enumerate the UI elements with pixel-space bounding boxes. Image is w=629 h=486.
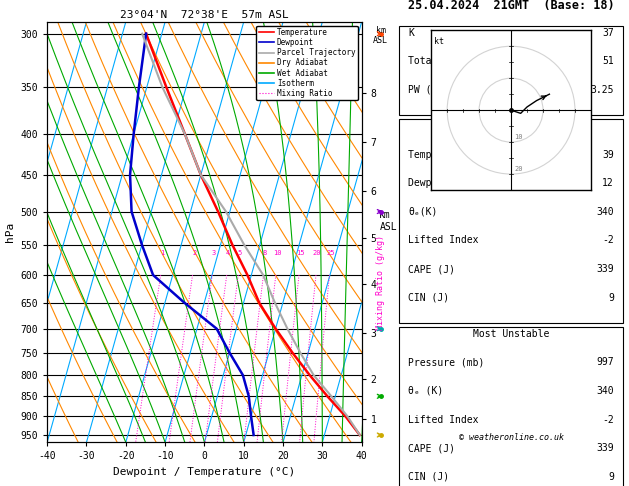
Text: 3.25: 3.25 bbox=[590, 85, 614, 95]
Text: θₑ(K): θₑ(K) bbox=[408, 207, 438, 217]
Text: 340: 340 bbox=[596, 207, 614, 217]
Text: 10: 10 bbox=[515, 134, 523, 140]
Text: Temp (°C): Temp (°C) bbox=[408, 150, 461, 160]
Text: CIN (J): CIN (J) bbox=[408, 293, 450, 303]
Text: Surface: Surface bbox=[491, 121, 532, 131]
Text: 39: 39 bbox=[602, 150, 614, 160]
Text: K: K bbox=[408, 28, 415, 38]
Text: Lifted Index: Lifted Index bbox=[408, 415, 479, 424]
Text: 20: 20 bbox=[515, 166, 523, 172]
Text: 3: 3 bbox=[212, 250, 216, 256]
Text: 15: 15 bbox=[296, 250, 304, 256]
Y-axis label: km
ASL: km ASL bbox=[379, 210, 397, 232]
Text: Mixing Ratio (g/kg): Mixing Ratio (g/kg) bbox=[376, 235, 385, 330]
Text: 25.04.2024  21GMT  (Base: 18): 25.04.2024 21GMT (Base: 18) bbox=[408, 0, 615, 12]
Text: 25: 25 bbox=[326, 250, 335, 256]
Text: Totals Totals: Totals Totals bbox=[408, 56, 485, 67]
Text: 37: 37 bbox=[602, 28, 614, 38]
Text: 12: 12 bbox=[602, 178, 614, 188]
Text: 9: 9 bbox=[608, 472, 614, 482]
Title: 23°04'N  72°38'E  57m ASL: 23°04'N 72°38'E 57m ASL bbox=[120, 10, 289, 20]
Text: 10: 10 bbox=[273, 250, 281, 256]
Text: 1: 1 bbox=[160, 250, 165, 256]
Text: © weatheronline.co.uk: © weatheronline.co.uk bbox=[459, 433, 564, 442]
Text: -2: -2 bbox=[602, 415, 614, 424]
Text: θₑ (K): θₑ (K) bbox=[408, 386, 443, 396]
Text: 5: 5 bbox=[238, 250, 242, 256]
Text: CAPE (J): CAPE (J) bbox=[408, 443, 455, 453]
Text: 8: 8 bbox=[263, 250, 267, 256]
X-axis label: Dewpoint / Temperature (°C): Dewpoint / Temperature (°C) bbox=[113, 467, 296, 477]
Text: 51: 51 bbox=[602, 56, 614, 67]
Text: 2: 2 bbox=[192, 250, 196, 256]
Text: 4: 4 bbox=[226, 250, 230, 256]
Text: PW (cm): PW (cm) bbox=[408, 85, 450, 95]
Text: 997: 997 bbox=[596, 357, 614, 367]
Text: kt: kt bbox=[435, 36, 444, 46]
Text: 340: 340 bbox=[596, 386, 614, 396]
Text: Most Unstable: Most Unstable bbox=[473, 329, 549, 339]
Text: Dewp (°C): Dewp (°C) bbox=[408, 178, 461, 188]
Legend: Temperature, Dewpoint, Parcel Trajectory, Dry Adiabat, Wet Adiabat, Isotherm, Mi: Temperature, Dewpoint, Parcel Trajectory… bbox=[256, 26, 358, 100]
Text: 339: 339 bbox=[596, 443, 614, 453]
Text: Lifted Index: Lifted Index bbox=[408, 235, 479, 245]
Text: 20: 20 bbox=[313, 250, 321, 256]
Text: km
ASL: km ASL bbox=[373, 26, 388, 46]
Text: -2: -2 bbox=[602, 235, 614, 245]
Text: 9: 9 bbox=[608, 293, 614, 303]
Bar bbox=[399, 327, 623, 486]
Text: CIN (J): CIN (J) bbox=[408, 472, 450, 482]
Text: Pressure (mb): Pressure (mb) bbox=[408, 357, 485, 367]
Text: 339: 339 bbox=[596, 264, 614, 274]
Text: CAPE (J): CAPE (J) bbox=[408, 264, 455, 274]
Bar bbox=[399, 26, 623, 115]
Y-axis label: hPa: hPa bbox=[5, 222, 15, 242]
Bar bbox=[399, 120, 623, 323]
